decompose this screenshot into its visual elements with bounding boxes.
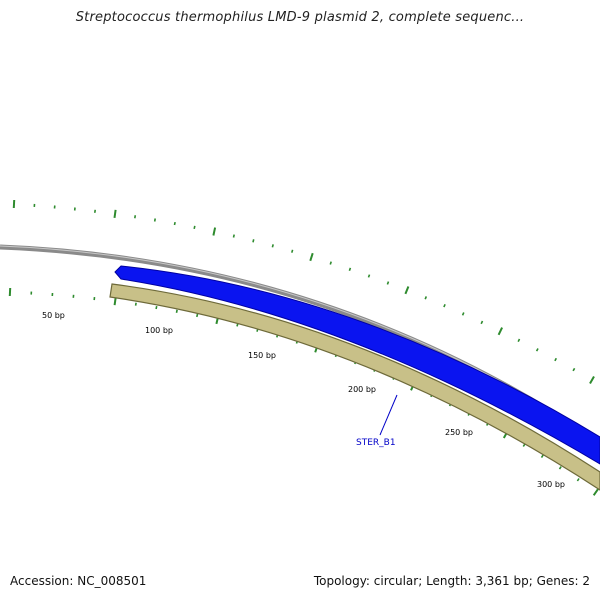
map-summary-text: Topology: circular; Length: 3,361 bp; Ge… xyxy=(313,574,590,588)
outer-minor-tick xyxy=(517,338,521,343)
inner-minor-tick xyxy=(576,478,580,482)
outer-minor-tick xyxy=(424,296,428,300)
gene-label-ster-b1[interactable]: STER_B1 xyxy=(356,438,396,448)
inner-minor-tick xyxy=(175,309,178,313)
map-title: Streptococcus thermophilus LMD-9 plasmid… xyxy=(75,10,525,25)
tick-label-200: 200 bp xyxy=(348,385,376,394)
outer-minor-tick xyxy=(153,218,156,222)
outer-minor-tick xyxy=(367,274,371,278)
outer-minor-tick xyxy=(252,239,255,243)
outer-major-tick xyxy=(212,227,217,236)
accession-text: Accession: NC_008501 xyxy=(10,574,147,588)
outer-major-tick xyxy=(589,376,595,384)
inner-major-tick xyxy=(592,488,600,496)
outer-major-tick xyxy=(497,327,503,336)
outer-major-tick xyxy=(309,252,314,262)
outer-minor-tick xyxy=(554,357,558,362)
outer-tick-ring xyxy=(12,199,595,384)
outer-minor-tick xyxy=(291,249,294,253)
inner-major-tick xyxy=(113,297,117,306)
inner-minor-tick xyxy=(196,313,199,318)
outer-major-tick xyxy=(404,286,410,295)
outer-minor-tick xyxy=(329,261,332,265)
tick-label-250: 250 bp xyxy=(445,428,473,437)
outer-minor-tick xyxy=(480,320,484,325)
inner-minor-tick xyxy=(558,466,562,470)
gene-label-pointer xyxy=(379,394,398,436)
outer-minor-tick xyxy=(535,348,539,352)
tick-label-100: 100 bp xyxy=(145,326,173,335)
outer-minor-tick xyxy=(134,215,137,219)
outer-minor-tick xyxy=(348,267,352,272)
outer-minor-tick xyxy=(386,281,390,285)
tick-labels: 50 bp 100 bp 150 bp 200 bp 250 bp 300 bp xyxy=(42,311,565,489)
reverse-gene-arrow[interactable] xyxy=(109,283,600,491)
outer-major-tick xyxy=(113,209,117,219)
forward-gene-arrow[interactable] xyxy=(114,265,600,465)
outer-minor-tick xyxy=(443,303,446,308)
outer-minor-tick xyxy=(232,234,235,238)
inner-minor-tick xyxy=(540,454,544,459)
tick-label-300: 300 bp xyxy=(537,480,565,489)
outer-minor-tick xyxy=(193,225,196,230)
inner-minor-tick xyxy=(155,305,158,310)
tick-label-50: 50 bp xyxy=(42,311,65,320)
outer-minor-tick xyxy=(461,312,465,316)
outer-minor-tick xyxy=(173,221,176,226)
outer-minor-tick xyxy=(572,367,576,372)
tick-label-150: 150 bp xyxy=(248,351,276,360)
inner-minor-tick xyxy=(134,302,137,306)
outer-minor-tick xyxy=(271,244,274,248)
